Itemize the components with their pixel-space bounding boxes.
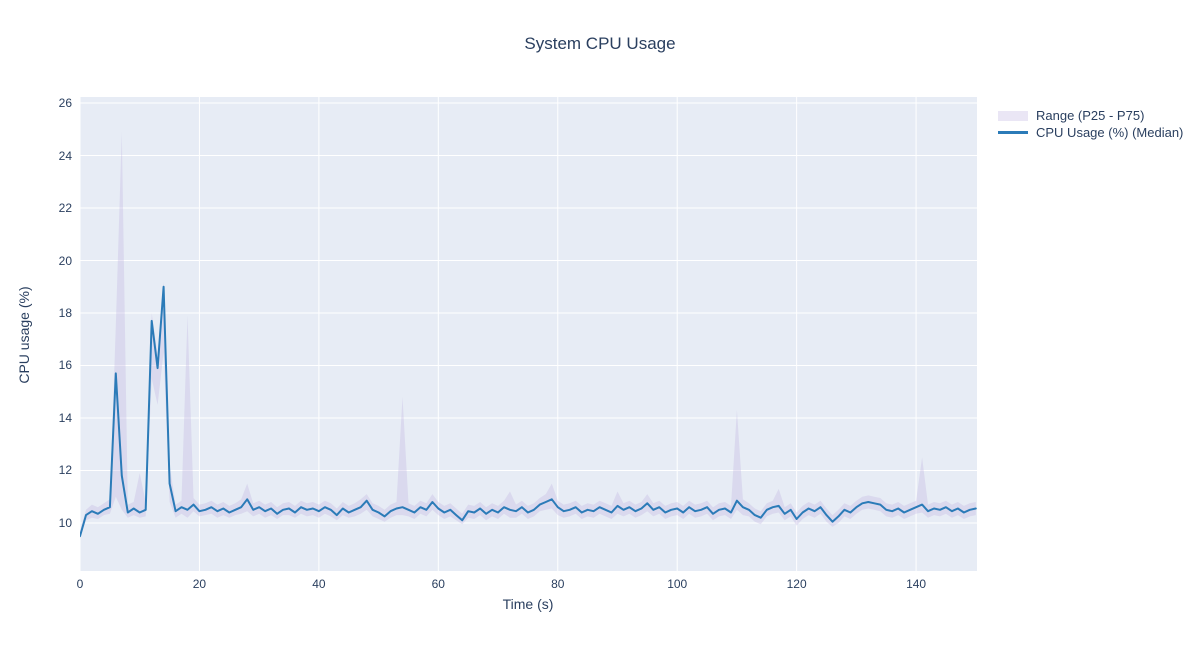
x-axis-tick-label: 0 xyxy=(76,577,84,591)
legend: Range (P25 - P75) CPU Usage (%) (Median) xyxy=(998,107,1183,141)
x-axis-tick-label: 40 xyxy=(312,577,326,591)
legend-label: CPU Usage (%) (Median) xyxy=(1036,125,1184,140)
chart-svg xyxy=(80,97,977,571)
y-axis-tick-label: 10 xyxy=(58,515,72,530)
legend-label: Range (P25 - P75) xyxy=(1036,108,1145,123)
x-axis-tick-label: 100 xyxy=(667,577,688,591)
y-axis-tick-label: 18 xyxy=(58,306,72,320)
x-axis-tick-label: 80 xyxy=(551,577,565,591)
median-line-series xyxy=(80,285,977,538)
y-axis-tick-label: 26 xyxy=(58,96,72,111)
y-axis-tick-label: 22 xyxy=(58,201,72,216)
plot-background xyxy=(80,97,977,571)
y-axis-tick-label: 24 xyxy=(58,148,72,163)
y-axis-tick-label: 12 xyxy=(58,463,72,478)
x-axis-tick-label: 60 xyxy=(431,577,445,591)
x-axis-tick-label: 20 xyxy=(192,577,207,591)
y-axis-tick-label: 16 xyxy=(58,358,72,373)
y-axis-tick-label: 14 xyxy=(58,410,72,425)
legend-swatch-line xyxy=(998,131,1028,134)
page-title: System CPU Usage xyxy=(524,34,676,53)
y-axis-title: CPU usage (%) xyxy=(16,286,32,384)
legend-item-median[interactable]: CPU Usage (%) (Median) xyxy=(998,124,1183,141)
y-axis-tick-label: 20 xyxy=(58,253,72,268)
legend-item-range[interactable]: Range (P25 - P75) xyxy=(998,107,1183,124)
legend-swatch-band xyxy=(998,110,1028,121)
band-series xyxy=(80,131,976,539)
x-axis-tick-label: 120 xyxy=(786,577,807,591)
x-axis-title: Time (s) xyxy=(502,596,554,612)
x-axis-tick-label: 140 xyxy=(906,577,927,591)
plot-area[interactable] xyxy=(80,97,977,571)
